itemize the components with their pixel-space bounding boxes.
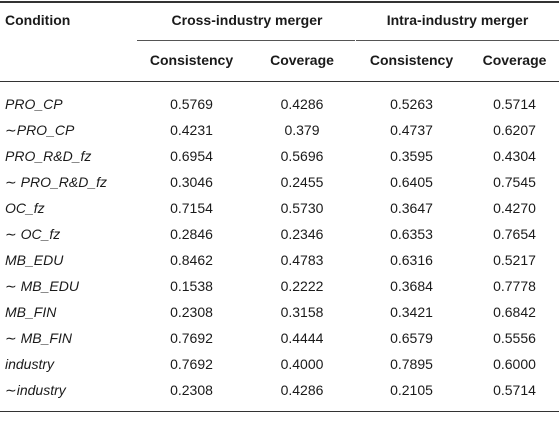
condition-header: Condition [5,12,71,28]
intra-coverage-header: Coverage [482,52,547,68]
intra-consistency-header: Consistency [369,52,454,68]
intra-consistency-cell: 0.3421 [390,304,433,320]
condition-cell: MB_EDU [5,252,64,268]
intra-coverage-cell: 0.5714 [493,96,536,112]
cross-consistency-cell: 0.5769 [170,96,213,112]
intra-coverage-cell: 0.4270 [493,200,536,216]
cross-consistency-cell: 0.6954 [170,148,213,164]
cross-consistency-cell: 0.1538 [170,278,213,294]
cross-consistency-cell: 0.8462 [170,252,213,268]
cross-industry-group-header: Cross-industry merger [171,12,323,28]
cross-consistency-cell: 0.2308 [170,304,213,320]
table-row: ∼ MB_EDU 0.1538 0.2222 0.3684 0.7778 [0,273,559,299]
cross-coverage-cell: 0.2222 [280,278,324,294]
cross-coverage-cell: 0.3158 [280,304,324,320]
intra-coverage-cell: 0.6000 [493,356,536,372]
cross-consistency-cell: 0.3046 [170,174,213,190]
table-row: OC_fz 0.7154 0.5730 0.3647 0.4270 [0,195,559,221]
table-row: ∼ PRO_R&D_fz 0.3046 0.2455 0.6405 0.7545 [0,169,559,195]
table-row: ∼ MB_FIN 0.7692 0.4444 0.6579 0.5556 [0,325,559,351]
condition-cell: ∼ PRO_R&D_fz [5,174,107,190]
cross-coverage-cell: 0.4444 [280,330,324,346]
table-row: MB_FIN 0.2308 0.3158 0.3421 0.6842 [0,299,559,325]
intra-industry-underline [356,40,559,41]
top-rule [0,1,559,3]
table-row: ∼industry 0.2308 0.4286 0.2105 0.5714 [0,377,559,403]
intra-consistency-cell: 0.3595 [390,148,433,164]
cross-coverage-cell: 0.379 [284,122,320,138]
condition-cell: ∼ MB_FIN [5,330,72,346]
bottom-rule [0,411,559,412]
cross-coverage-cell: 0.4286 [280,96,324,112]
cross-coverage-cell: 0.4000 [280,356,324,372]
condition-cell: PRO_CP [5,96,63,112]
table-row: PRO_R&D_fz 0.6954 0.5696 0.3595 0.4304 [0,143,559,169]
intra-coverage-cell: 0.6207 [493,122,536,138]
table-row: ∼PRO_CP 0.4231 0.379 0.4737 0.6207 [0,117,559,143]
condition-cell: industry [5,356,55,372]
intra-coverage-cell: 0.5556 [493,330,536,346]
intra-consistency-cell: 0.5263 [390,96,433,112]
intra-coverage-cell: 0.4304 [493,148,536,164]
condition-cell: ∼ OC_fz [5,226,61,242]
cross-consistency-cell: 0.7154 [170,200,213,216]
intra-consistency-cell: 0.6316 [390,252,433,268]
intra-coverage-cell: 0.5217 [493,252,536,268]
intra-coverage-cell: 0.6842 [493,304,536,320]
intra-consistency-cell: 0.2105 [390,382,433,398]
cross-coverage-cell: 0.5730 [280,200,324,216]
cross-consistency-cell: 0.2308 [170,382,213,398]
intra-industry-group-header: Intra-industry merger [386,12,529,28]
intra-coverage-cell: 0.7778 [493,278,536,294]
table-row: PRO_CP 0.5769 0.4286 0.5263 0.5714 [0,91,559,117]
cross-consistency-cell: 0.7692 [170,330,213,346]
intra-coverage-cell: 0.7654 [493,226,536,242]
cross-coverage-cell: 0.4286 [280,382,324,398]
intra-coverage-cell: 0.5714 [493,382,536,398]
intra-consistency-cell: 0.4737 [390,122,433,138]
cross-consistency-header: Consistency [149,52,234,68]
intra-consistency-cell: 0.6579 [390,330,433,346]
condition-cell: PRO_R&D_fz [5,148,92,164]
table-row: industry 0.7692 0.4000 0.7895 0.6000 [0,351,559,377]
cross-consistency-cell: 0.4231 [170,122,213,138]
cross-coverage-cell: 0.2346 [280,226,324,242]
intra-consistency-cell: 0.6405 [390,174,433,190]
intra-coverage-cell: 0.7545 [493,174,536,190]
cross-coverage-cell: 0.2455 [280,174,324,190]
cross-consistency-cell: 0.2846 [170,226,213,242]
condition-cell: MB_FIN [5,304,57,320]
cross-industry-underline [137,40,355,41]
condition-cell: ∼industry [5,382,66,398]
cross-consistency-cell: 0.7692 [170,356,213,372]
intra-consistency-cell: 0.3684 [390,278,433,294]
intra-consistency-cell: 0.6353 [390,226,433,242]
intra-consistency-cell: 0.7895 [390,356,433,372]
header-rule [0,81,559,82]
condition-cell: ∼PRO_CP [5,122,75,138]
cross-coverage-cell: 0.4783 [280,252,324,268]
intra-consistency-cell: 0.3647 [390,200,433,216]
cross-coverage-cell: 0.5696 [280,148,324,164]
cross-coverage-header: Coverage [270,52,334,68]
table-row: ∼ OC_fz 0.2846 0.2346 0.6353 0.7654 [0,221,559,247]
condition-cell: OC_fz [5,200,45,216]
condition-cell: ∼ MB_EDU [5,278,79,294]
table-row: MB_EDU 0.8462 0.4783 0.6316 0.5217 [0,247,559,273]
